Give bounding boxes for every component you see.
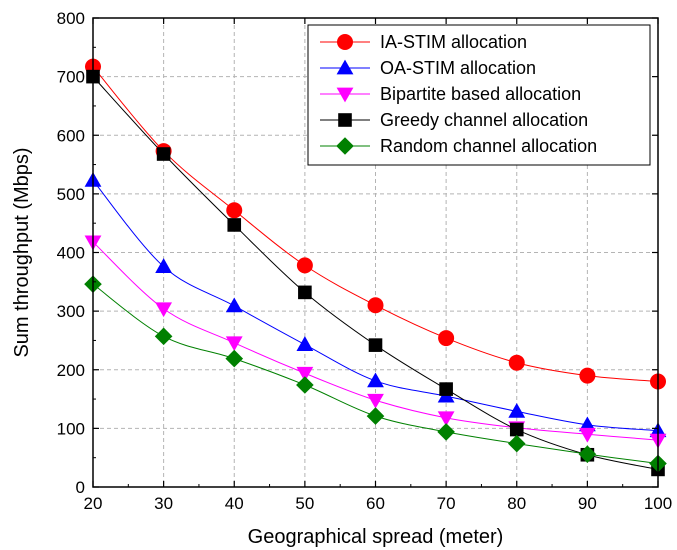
data-point-1 — [578, 416, 596, 432]
legend: IA-STIM allocation OA-STIM allocation Bipa… — [307, 24, 651, 166]
x-axis-label: Geographical spread (meter) — [248, 526, 504, 548]
y-tick-label: 600 — [57, 126, 85, 145]
legend-marker — [336, 59, 354, 75]
data-point-0 — [438, 330, 455, 347]
legend-marker — [336, 87, 354, 103]
data-point-2 — [437, 411, 455, 427]
y-axis-label: Sum throughput (Mbps) — [11, 147, 33, 357]
data-point-3 — [368, 338, 383, 352]
legend-marker — [336, 137, 354, 155]
y-tick-label: 0 — [76, 478, 85, 497]
data-point-0 — [367, 297, 384, 314]
data-point-4 — [366, 407, 385, 425]
legend-label: Bipartite based allocation — [380, 84, 581, 104]
data-point-1 — [367, 372, 384, 388]
y-tick-label: 400 — [57, 244, 85, 263]
legend-label: OA-STIM allocation — [380, 58, 536, 78]
data-point-4 — [154, 327, 173, 346]
data-point-2 — [296, 366, 314, 382]
data-point-4 — [225, 349, 244, 368]
series-line-3 — [92, 76, 659, 470]
legend-label: Random channel allocation — [380, 136, 597, 156]
y-tick-label: 200 — [57, 361, 85, 380]
x-tick-label: 70 — [437, 494, 456, 513]
data-point-3 — [298, 285, 312, 300]
y-tick-label: 500 — [57, 185, 85, 204]
data-point-3 — [439, 382, 453, 396]
data-point-2 — [155, 302, 173, 318]
y-tick-label: 100 — [57, 419, 85, 438]
y-tick-label: 300 — [57, 302, 85, 321]
data-point-1 — [225, 297, 243, 313]
data-point-4 — [296, 376, 314, 394]
x-tick-label: 100 — [644, 494, 672, 513]
series-layer — [84, 58, 667, 477]
data-point-2 — [225, 336, 243, 352]
data-point-2 — [367, 393, 384, 409]
y-tick-label: 700 — [57, 68, 85, 87]
data-point-0 — [508, 354, 525, 371]
data-point-1 — [296, 336, 314, 351]
data-point-4 — [507, 434, 526, 453]
y-tick-label: 800 — [57, 9, 85, 28]
data-point-3 — [509, 422, 524, 437]
data-point-1 — [508, 402, 526, 418]
x-tick-label: 20 — [84, 494, 103, 513]
x-tick-label: 50 — [295, 494, 314, 513]
data-point-1 — [155, 258, 173, 273]
x-tick-label: 30 — [154, 494, 173, 513]
data-point-4 — [437, 423, 455, 441]
legend-label: Greedy channel allocation — [380, 110, 588, 130]
axes: 20 30 40 50 60 70 80 90 100 0 100 200 300 400 500 600 70… — [57, 9, 673, 513]
legend-marker — [338, 113, 352, 127]
x-tick-label: 80 — [507, 494, 526, 513]
x-tick-label: 90 — [578, 494, 597, 513]
legend-marker — [337, 34, 353, 50]
legend-box — [307, 24, 651, 166]
x-tick-label: 60 — [366, 494, 385, 513]
data-point-3 — [156, 147, 171, 161]
x-tick-label: 40 — [225, 494, 244, 513]
data-point-3 — [227, 218, 242, 232]
data-point-0 — [579, 367, 596, 384]
data-point-0 — [226, 202, 243, 219]
series-line-0 — [92, 66, 659, 382]
data-point-0 — [296, 257, 313, 274]
data-point-4 — [578, 445, 597, 463]
data-point-2 — [578, 427, 596, 443]
series-line-1 — [92, 180, 659, 432]
legend-label: IA-STIM allocation — [380, 32, 527, 52]
